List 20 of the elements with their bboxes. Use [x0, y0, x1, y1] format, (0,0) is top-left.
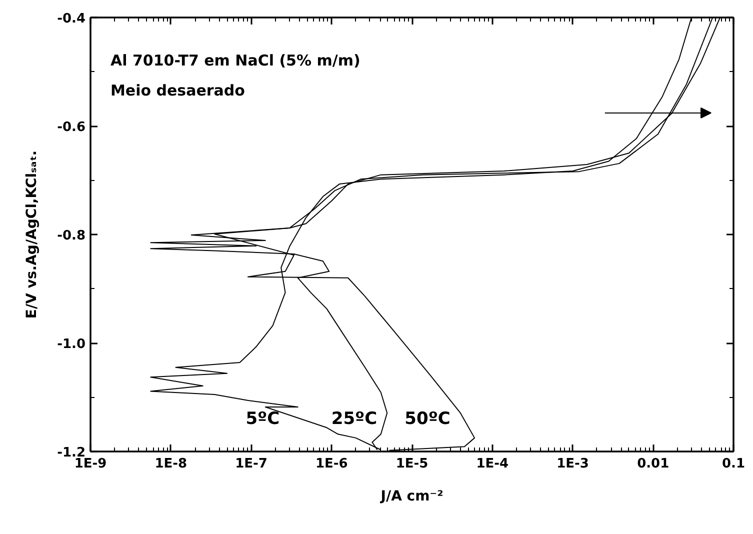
y-tick-label: -0.8	[57, 228, 86, 244]
x-axis-title: J/A cm⁻²	[380, 488, 444, 504]
x-tick-label: 1E-8	[154, 456, 188, 472]
series-label: 25ºC	[331, 408, 378, 429]
x-tick-label: 1E-7	[235, 456, 268, 472]
x-tick-label: 1E-6	[315, 456, 348, 472]
annotation: Al 7010-T7 em NaCl (5% m/m)	[110, 52, 360, 70]
annotation: Meio desaerado	[110, 82, 245, 100]
x-tick-label: 1E-4	[476, 456, 509, 472]
x-tick-label: 0.1	[722, 456, 746, 472]
y-axis-title: E/V vs.Ag/AgCl,KClₛₐₜ.	[24, 150, 40, 319]
series-label: 50ºC	[404, 408, 450, 429]
x-tick-label: 0.01	[637, 456, 670, 472]
y-tick-label: -1.0	[57, 337, 86, 352]
series-label: 5ºC	[246, 408, 280, 429]
x-tick-label: 1E-5	[396, 456, 428, 472]
x-tick-label: 1E-3	[556, 456, 589, 472]
x-tick-label: 1E-9	[74, 456, 107, 472]
y-tick-label: -0.4	[57, 12, 86, 26]
y-tick-label: -0.6	[57, 120, 86, 135]
